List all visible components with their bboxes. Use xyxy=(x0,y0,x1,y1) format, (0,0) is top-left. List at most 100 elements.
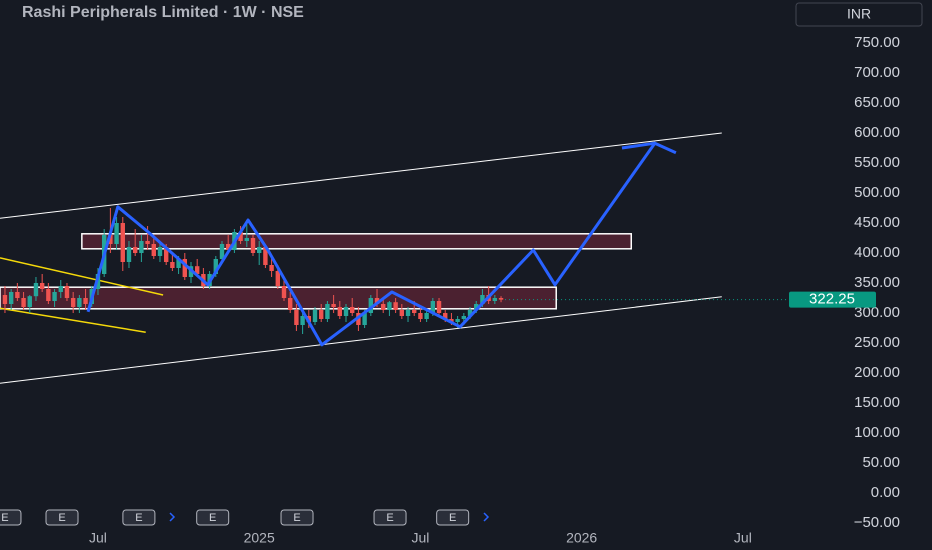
candle-body xyxy=(393,302,398,310)
candle-body xyxy=(418,313,423,319)
candle-body xyxy=(170,262,175,268)
candle-body xyxy=(126,247,132,262)
candle-body xyxy=(120,223,125,262)
candle-body xyxy=(21,298,26,307)
candle-body xyxy=(269,265,274,271)
candle-body xyxy=(492,298,498,301)
candle-body xyxy=(52,292,57,301)
wedge-line xyxy=(0,257,164,296)
candle-body xyxy=(15,292,20,298)
candle-body xyxy=(83,298,88,304)
earnings-more xyxy=(169,512,176,522)
candle-body xyxy=(436,301,442,313)
zone xyxy=(81,233,633,250)
candle-body xyxy=(114,223,119,244)
earnings-flag xyxy=(436,509,470,526)
earnings-flag xyxy=(122,509,156,526)
candle-body xyxy=(337,307,343,316)
candle-body xyxy=(455,319,460,322)
candle-body xyxy=(343,307,349,316)
candle-body xyxy=(325,304,330,319)
candle-body xyxy=(461,316,467,319)
candle-body xyxy=(225,244,231,250)
channel-line xyxy=(0,296,722,384)
candle-body xyxy=(194,266,200,274)
candle-body xyxy=(219,244,225,259)
candle-body xyxy=(145,241,150,244)
earnings-label: E xyxy=(386,512,393,524)
earnings-label: E xyxy=(209,512,216,524)
currency[interactable]: INR xyxy=(847,6,871,22)
x-tick-label: Jul xyxy=(411,530,429,546)
candle-body xyxy=(399,310,405,316)
y-tick-label: 350.00 xyxy=(854,274,900,291)
channel-line xyxy=(0,132,722,219)
x-tick-label: Jul xyxy=(734,530,752,546)
candle-body xyxy=(474,304,479,310)
candle-body xyxy=(319,310,324,319)
candle-body xyxy=(163,247,169,262)
candle-body xyxy=(405,310,411,316)
earnings-flag xyxy=(0,509,22,526)
candle-body xyxy=(33,283,39,297)
y-tick-label: 550.00 xyxy=(854,154,900,171)
candle-body xyxy=(467,310,473,316)
candle-body xyxy=(70,298,76,307)
candle-body xyxy=(300,316,305,325)
y-tick-label: 400.00 xyxy=(854,244,900,261)
chart-title: Rashi Peripherals Limited · 1W · NSE xyxy=(22,4,304,21)
y-tick-label: 150.00 xyxy=(854,394,900,411)
projection-path xyxy=(86,141,677,347)
earnings-flag xyxy=(373,509,407,526)
candle-body xyxy=(39,283,45,289)
candle-body xyxy=(139,241,144,253)
currency-box[interactable] xyxy=(795,2,923,27)
candle-body xyxy=(362,313,367,325)
earnings-flag xyxy=(196,509,230,526)
y-tick-label: 100.00 xyxy=(854,424,900,441)
x-tick-label: Jul xyxy=(89,530,107,546)
candle-body xyxy=(424,313,429,319)
candle-body xyxy=(58,286,63,292)
wedge-line xyxy=(0,307,146,333)
candle-body xyxy=(244,238,249,241)
candle-body xyxy=(449,319,454,322)
candle-body xyxy=(64,286,70,298)
candle-body xyxy=(430,301,436,313)
candle-body xyxy=(350,307,355,313)
earnings-label: E xyxy=(58,512,65,524)
candle-body xyxy=(157,247,163,256)
candle-body xyxy=(480,295,485,304)
candle-body xyxy=(381,304,386,310)
candle-body xyxy=(368,298,374,313)
candle-body xyxy=(412,310,417,313)
y-tick-label: 600.00 xyxy=(854,124,900,141)
y-tick-label: 700.00 xyxy=(854,64,900,81)
candle-body xyxy=(374,298,380,304)
candle-body xyxy=(250,238,256,253)
y-tick-label: 500.00 xyxy=(854,184,900,201)
candle-body xyxy=(294,310,299,325)
y-tick-label: 50.00 xyxy=(862,454,900,471)
earnings-label: E xyxy=(1,512,8,524)
y-tick-label: 300.00 xyxy=(854,304,900,321)
candle-body xyxy=(238,232,243,241)
candle-body xyxy=(182,259,187,277)
candle-body xyxy=(213,259,218,274)
y-tick-label: 0.00 xyxy=(871,484,900,501)
earnings-flag xyxy=(280,509,314,526)
candle-body xyxy=(312,310,318,322)
y-tick-label: 200.00 xyxy=(854,364,900,381)
candle-body xyxy=(8,292,14,304)
earnings-more xyxy=(483,512,490,522)
candle-body xyxy=(46,289,51,301)
candle-body xyxy=(77,298,82,307)
candle-body xyxy=(387,302,392,310)
candle-body xyxy=(256,247,262,253)
y-tick-label: 750.00 xyxy=(854,34,900,51)
y-tick-label: 450.00 xyxy=(854,214,900,231)
candle-body xyxy=(443,313,448,319)
candle-body xyxy=(331,304,336,307)
candle-body xyxy=(288,298,293,310)
